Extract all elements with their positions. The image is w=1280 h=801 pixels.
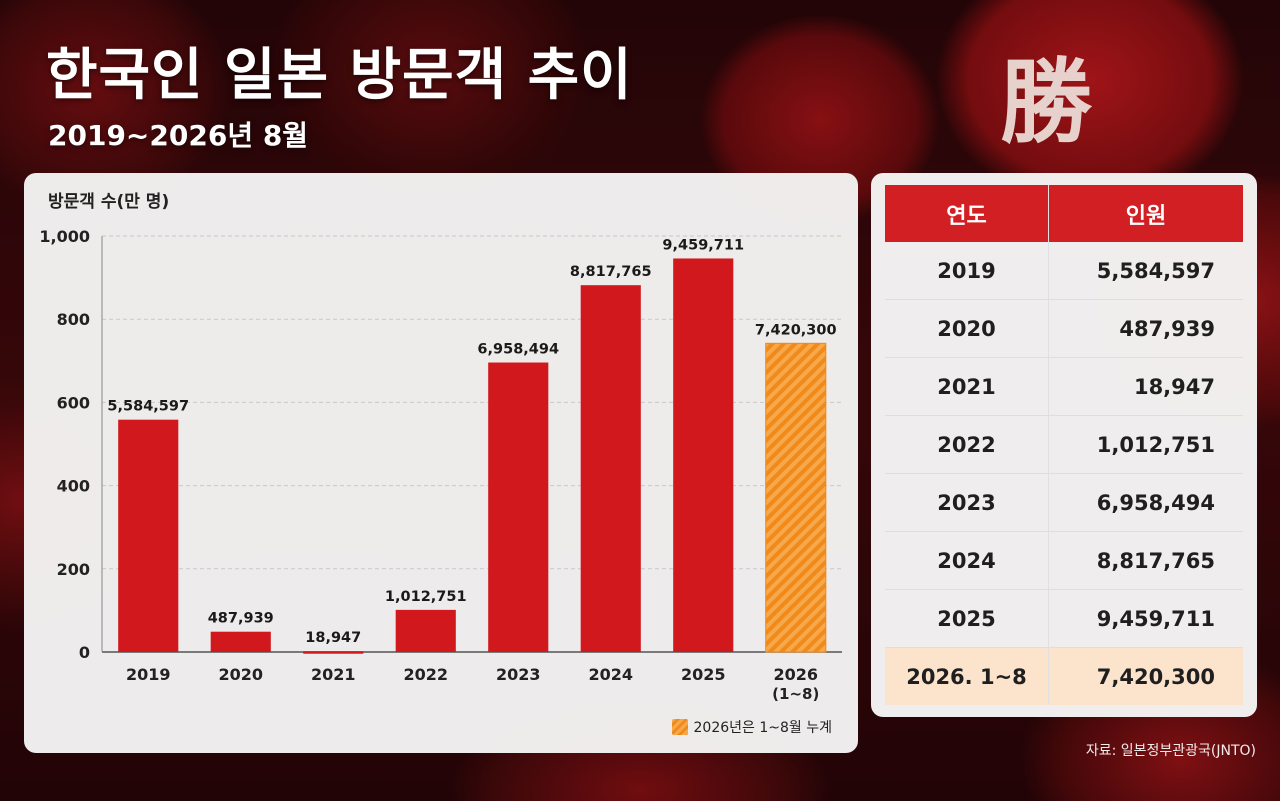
bar <box>765 342 827 653</box>
table-row: 2021 18,947 <box>885 357 1243 416</box>
row-year: 2026. 1~8 <box>885 647 1049 705</box>
legend-label: 2026년은 1~8월 누계 <box>693 720 832 736</box>
row-count: 7,420,300 <box>1048 647 1243 705</box>
header-count: 인원 <box>1048 185 1243 242</box>
bar <box>303 651 364 654</box>
row-count: 5,584,597 <box>1048 242 1243 300</box>
bar <box>210 631 271 652</box>
data-label: 5,584,597 <box>107 399 189 415</box>
row-year: 2022 <box>885 415 1049 474</box>
x-tick-label: 2022 <box>403 665 448 684</box>
y-tick-label: 600 <box>57 393 90 412</box>
table-row-highlight: 2026. 1~8 7,420,300 <box>885 647 1243 705</box>
row-count: 1,012,751 <box>1048 415 1243 474</box>
table-panel: 연도 인원 2019 5,584,597 2020 487,939 2021 1… <box>871 173 1257 717</box>
x-tick-label: 2024 <box>588 665 633 684</box>
y-tick-label: 0 <box>79 643 90 662</box>
row-year: 2023 <box>885 473 1049 532</box>
table-header-row: 연도 인원 <box>885 185 1243 242</box>
data-label: 9,459,711 <box>662 237 744 253</box>
y-tick-label: 800 <box>57 310 90 329</box>
page-subtitle: 2019~2026년 8월 <box>48 119 309 152</box>
row-year: 2020 <box>885 299 1049 358</box>
x-tick-sublabel: (1~8) <box>772 685 819 703</box>
y-tick-label: 400 <box>57 477 90 496</box>
bar <box>488 362 549 652</box>
data-label: 18,947 <box>305 630 361 646</box>
header-year: 연도 <box>885 185 1049 242</box>
row-count: 6,958,494 <box>1048 473 1243 532</box>
y-axis-label: 방문객 수(만 명) <box>48 192 170 212</box>
page-title: 한국인 일본 방문객 추이 <box>46 43 633 108</box>
table-row: 2019 5,584,597 <box>885 242 1243 300</box>
bar <box>673 258 734 652</box>
data-label: 6,958,494 <box>477 342 559 358</box>
y-tick-label: 1,000 <box>39 227 90 246</box>
row-count: 9,459,711 <box>1048 589 1243 648</box>
y-tick-label: 200 <box>57 560 90 579</box>
row-count: 18,947 <box>1048 357 1243 416</box>
x-tick-label: 2020 <box>218 665 263 684</box>
row-year: 2024 <box>885 531 1049 590</box>
table-row: 2020 487,939 <box>885 299 1243 358</box>
table-row: 2024 8,817,765 <box>885 531 1243 590</box>
row-year: 2025 <box>885 589 1049 648</box>
x-tick-label: 2026 <box>773 665 818 684</box>
visitor-table: 연도 인원 2019 5,584,597 2020 487,939 2021 1… <box>885 185 1243 705</box>
bar <box>580 285 641 652</box>
bar <box>118 419 179 652</box>
row-year: 2019 <box>885 242 1049 300</box>
legend-swatch <box>671 719 688 735</box>
data-label: 1,012,751 <box>385 589 467 605</box>
x-tick-label: 2021 <box>311 665 356 684</box>
source-note: 자료: 일본정부관광국(JNTO) <box>1085 743 1256 759</box>
table-row: 2023 6,958,494 <box>885 473 1243 532</box>
x-tick-label: 2023 <box>496 665 541 684</box>
x-tick-label: 2019 <box>126 665 171 684</box>
row-year: 2021 <box>885 357 1049 416</box>
data-label: 7,420,300 <box>755 322 837 338</box>
chart-panel: 방문객 수(만 명) 0 200 400 600 800 1,000 5,584,597 20… <box>24 173 858 753</box>
data-label: 8,817,765 <box>570 264 652 280</box>
row-count: 8,817,765 <box>1048 531 1243 590</box>
table-row: 2022 1,012,751 <box>885 415 1243 474</box>
row-count: 487,939 <box>1048 299 1243 358</box>
bar-chart: 0 200 400 600 800 1,000 5,584,597 2019 487,939 20… <box>39 227 842 703</box>
bar <box>395 609 456 652</box>
x-tick-label: 2025 <box>681 665 726 684</box>
table-row: 2025 9,459,711 <box>885 589 1243 648</box>
data-label: 487,939 <box>208 611 274 627</box>
chart-legend: 2026년은 1~8월 누계 <box>671 717 832 737</box>
background-kanji: 勝 <box>1000 48 1093 156</box>
